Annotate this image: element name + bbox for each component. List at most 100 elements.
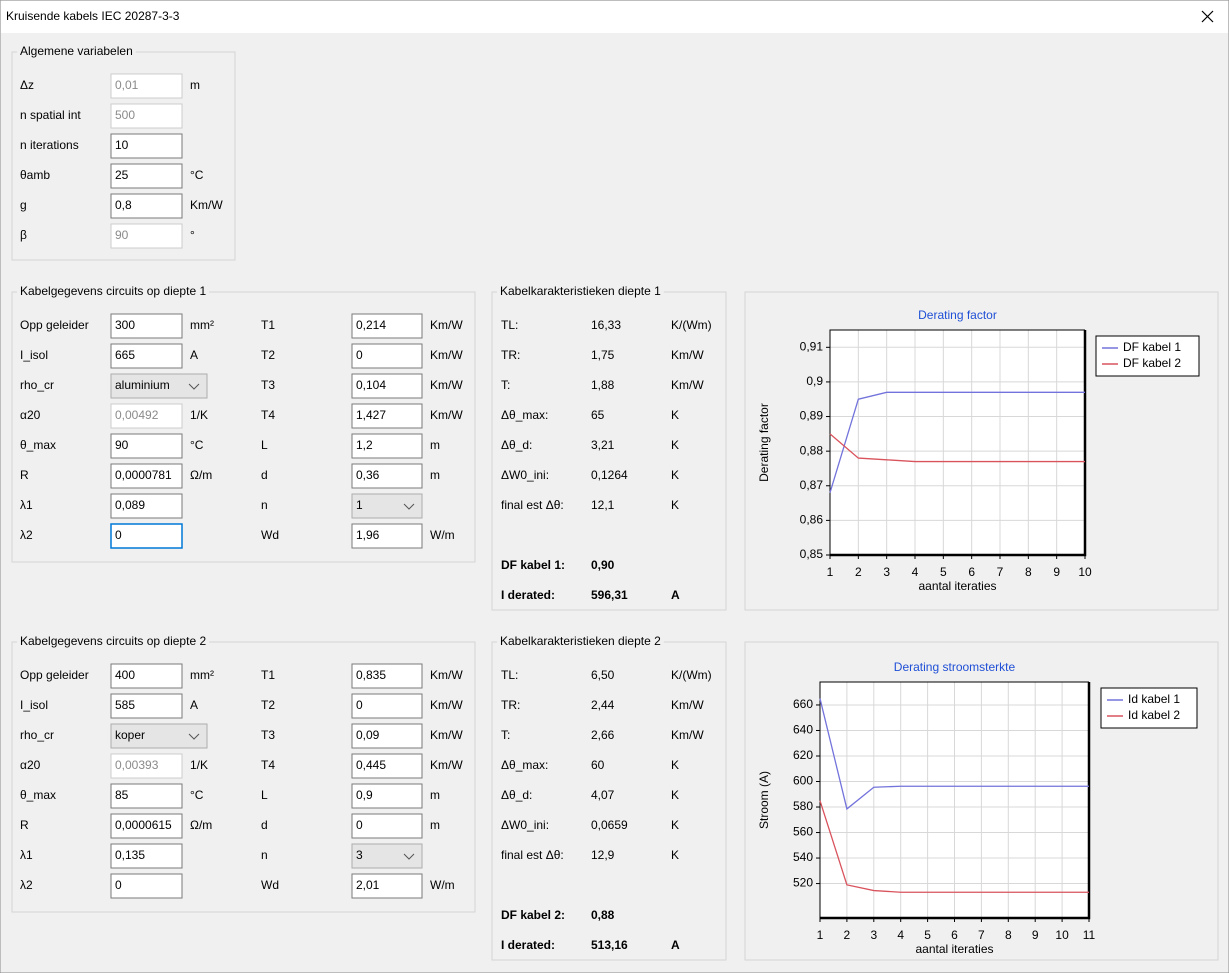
text-input[interactable]: 0 [351, 693, 423, 719]
text-input[interactable]: 0 [110, 873, 183, 899]
text-input[interactable]: 0,835 [351, 663, 423, 689]
text-input[interactable]: 0,0000615 [110, 813, 183, 839]
text-input[interactable]: 0,8 [110, 193, 183, 219]
legend-box [1095, 335, 1200, 377]
field-label: I_isol [20, 698, 48, 712]
input-value: aluminium [115, 378, 170, 392]
dropdown-box [351, 493, 423, 519]
y-tick-label: 600 [793, 774, 813, 788]
result-label: Δθ_d: [501, 788, 532, 802]
group-box [11, 641, 476, 913]
text-input[interactable]: 90 [110, 433, 183, 459]
text-input[interactable]: 1,96 [351, 523, 423, 549]
x-tick-label: 6 [968, 565, 975, 579]
text-input[interactable]: 10 [110, 133, 183, 159]
plot-border [830, 330, 1087, 557]
text-input[interactable]: 400 [110, 663, 183, 689]
x-tick-label: 6 [951, 928, 958, 942]
result-value: 0,1264 [591, 468, 628, 482]
field-unit: Km/W [430, 698, 463, 712]
text-input[interactable]: 0,9 [351, 783, 423, 809]
dropdown[interactable]: 3 [351, 843, 423, 869]
result-unit: K [671, 468, 679, 482]
input-value: 90 [115, 438, 129, 452]
legend-label: Id kabel 1 [1128, 692, 1180, 706]
input-box [110, 693, 183, 719]
text-input[interactable]: 1,427 [351, 403, 423, 429]
text-input[interactable]: 0,214 [351, 313, 423, 339]
text-input[interactable]: 665 [110, 343, 183, 369]
df-value: 0,88 [591, 908, 615, 922]
x-tick-label: 11 [1083, 928, 1096, 942]
dropdown[interactable]: aluminium [110, 373, 208, 399]
field-label: Wd [261, 528, 279, 542]
input-value: 0,00393 [115, 758, 159, 772]
input-box [351, 693, 423, 719]
result-value: 6,50 [591, 668, 615, 682]
group-title: Kabelkarakteristieken diepte 2 [500, 634, 661, 648]
text-input[interactable]: 0,104 [351, 373, 423, 399]
dropdown[interactable]: 1 [351, 493, 423, 519]
field-label: β [20, 228, 27, 242]
input-box [351, 873, 423, 899]
field-unit: W/m [430, 528, 455, 542]
data-line [829, 433, 1085, 463]
result-value: 0,0659 [591, 818, 628, 832]
result-value: 12,1 [591, 498, 615, 512]
text-input[interactable]: 0,36 [351, 463, 423, 489]
legend-box [1100, 687, 1198, 729]
field-unit: m [430, 438, 440, 452]
text-input[interactable]: 0,0000781 [110, 463, 183, 489]
x-tick-label: 2 [855, 565, 862, 579]
text-input[interactable]: 0,445 [351, 753, 423, 779]
text-input[interactable]: 0 [351, 813, 423, 839]
text-input[interactable]: 1,2 [351, 433, 423, 459]
text-input[interactable]: 2,01 [351, 873, 423, 899]
input-value: 0,9 [356, 788, 373, 802]
current-label: I derated: [501, 588, 555, 602]
text-input[interactable]: 300 [110, 313, 183, 339]
input-box [110, 403, 183, 429]
result-value: 16,33 [591, 318, 621, 332]
group-title: Kabelkarakteristieken diepte 1 [500, 284, 661, 298]
dropdown[interactable]: koper [110, 723, 208, 749]
x-axis-label: aantal iteraties [915, 942, 993, 956]
field-label: Δz [20, 78, 34, 92]
x-tick-label: 5 [924, 928, 931, 942]
input-value: 85 [115, 788, 129, 802]
data-line [819, 800, 1089, 893]
field-unit: m [430, 818, 440, 832]
input-value: 0 [356, 698, 363, 712]
field-label: n [261, 498, 268, 512]
data-line [819, 698, 1089, 811]
result-value: 60 [591, 758, 605, 772]
text-input[interactable]: 25 [110, 163, 183, 189]
input-value: 25 [115, 168, 129, 182]
close-button[interactable] [1201, 10, 1214, 23]
result-value: 1,88 [591, 378, 615, 392]
result-label: TL: [501, 668, 518, 682]
text-input[interactable]: 0 [110, 523, 183, 549]
input-box [110, 873, 183, 899]
input-value: 1,96 [356, 528, 380, 542]
input-value: 0,445 [356, 758, 386, 772]
x-tick-label: 7 [978, 928, 985, 942]
text-input[interactable]: 85 [110, 783, 183, 809]
field-unit: W/m [430, 878, 455, 892]
text-input[interactable]: 0,09 [351, 723, 423, 749]
input-value: 0,214 [356, 318, 386, 332]
input-value: 585 [115, 698, 135, 712]
legend-label: Id kabel 2 [1128, 708, 1180, 722]
x-tick-label: 4 [912, 565, 919, 579]
text-input[interactable]: 585 [110, 693, 183, 719]
x-tick-label: 10 [1078, 565, 1092, 579]
x-tick-label: 3 [883, 565, 890, 579]
input-value: 1,427 [356, 408, 386, 422]
input-value: 0,36 [356, 468, 380, 482]
text-input[interactable]: 0,089 [110, 493, 183, 519]
text-input[interactable]: 0,135 [110, 843, 183, 869]
y-tick-label: 0,86 [800, 513, 824, 527]
result-label: TR: [501, 698, 520, 712]
text-input[interactable]: 0 [351, 343, 423, 369]
field-unit: m [430, 788, 440, 802]
